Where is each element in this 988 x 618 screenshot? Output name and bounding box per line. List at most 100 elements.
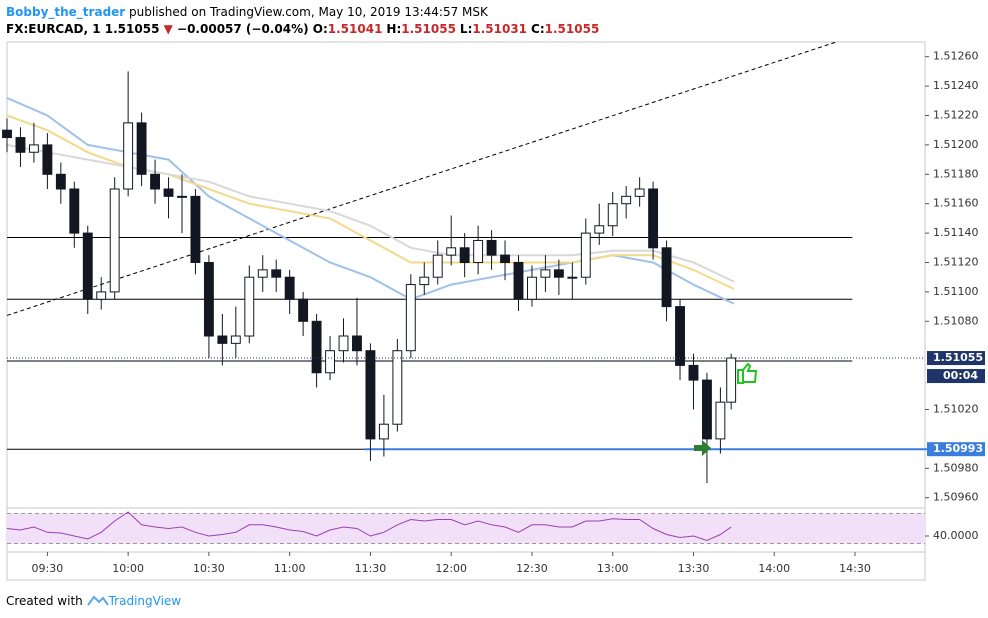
- candle-body: [338, 335, 349, 352]
- price-label: 1.51055: [933, 351, 983, 364]
- candle-body: [580, 232, 591, 278]
- y-tick-label: 1.51220: [933, 109, 979, 122]
- frame: [6, 41, 926, 581]
- candle-body: [42, 144, 53, 175]
- candle-body: [715, 401, 726, 440]
- candle-body: [177, 195, 187, 198]
- candle-body: [325, 350, 335, 374]
- candle-body: [28, 144, 39, 153]
- candle-body: [513, 262, 524, 300]
- ohlc-value: 1.51055: [401, 22, 456, 36]
- candle-body: [109, 188, 120, 293]
- candle-body: [675, 306, 685, 366]
- candle-body: [217, 335, 228, 344]
- candle-body: [352, 335, 362, 352]
- candle-body: [486, 239, 497, 256]
- candle-body: [553, 269, 564, 278]
- candle-body: [648, 188, 659, 249]
- x-tick-label: 10:30: [193, 562, 225, 575]
- y-tick-label: 1.51180: [933, 167, 979, 180]
- candle-body: [365, 350, 376, 440]
- y-tick-label: 1.51160: [933, 197, 979, 210]
- candle-body: [69, 188, 80, 234]
- thumbs-up: [737, 362, 758, 384]
- candle-body: [527, 276, 537, 300]
- symbol-line: FX:EURCAD, 1 1.51055 ▼ −0.00057 (−0.04%)…: [6, 22, 603, 36]
- price-label: 1.50993: [933, 442, 983, 455]
- candle-body: [257, 269, 268, 278]
- price: 1.51055: [104, 22, 160, 36]
- candle-body: [726, 357, 737, 403]
- y-tick-label: 1.50960: [933, 491, 979, 504]
- x-tick-label: 11:30: [355, 562, 387, 575]
- change: −0.00057 (−0.04%): [177, 22, 309, 36]
- candle-body: [432, 254, 443, 278]
- y-tick-label: 1.51200: [933, 138, 979, 151]
- candle-body: [298, 298, 309, 322]
- countdown-box: [927, 369, 985, 384]
- candle-body: [55, 173, 66, 190]
- x-tick-label: 14:30: [839, 562, 871, 575]
- candle-body: [688, 364, 699, 381]
- ohlc-label: O:: [312, 22, 328, 36]
- y-tick-label: 1.51080: [933, 314, 979, 327]
- header-line: Bobby_the_trader published on TradingVie…: [6, 5, 488, 19]
- y-tick-label: 1.51120: [933, 256, 979, 269]
- x-tick-label: 11:00: [274, 562, 306, 575]
- arrow: ▼: [163, 22, 173, 36]
- y-tick-label: 1.51100: [933, 285, 979, 298]
- candle-body: [15, 137, 26, 153]
- ohlc-label: C:: [531, 22, 545, 36]
- ohlc-value: 1.51031: [472, 22, 528, 36]
- candle-body: [82, 232, 93, 300]
- x-tick-label: 14:00: [758, 562, 790, 575]
- x-tick-label: 12:00: [435, 562, 467, 575]
- candle-body: [594, 225, 605, 234]
- candle-body: [392, 350, 403, 425]
- candle-body: [203, 262, 214, 337]
- brand[interactable]: TradingView: [108, 594, 182, 608]
- candle-body: [701, 379, 712, 440]
- rsi-line: [6, 511, 732, 542]
- candle-body: [311, 320, 322, 374]
- footer: Created with TradingView: [6, 593, 181, 608]
- ohlc: O:1.51041 H:1.51055 L:1.51031 C:1.51055: [313, 22, 604, 36]
- countdown: 00:04: [943, 369, 978, 382]
- y-tick-label: 1.51140: [933, 226, 979, 239]
- candle-body: [190, 195, 201, 264]
- published: published on TradingView.com, May 10, 20…: [129, 5, 488, 19]
- rsi-band-fill: [7, 513, 925, 544]
- candle-body: [540, 269, 551, 278]
- candle-body: [2, 129, 12, 139]
- candle-body: [459, 247, 470, 264]
- x-tick-label: 10:00: [112, 562, 144, 575]
- ohlc-value: 1.51041: [327, 22, 383, 36]
- x-tick-label: 12:30: [516, 562, 548, 575]
- candle-body: [661, 247, 672, 308]
- candle-body: [284, 276, 295, 300]
- candle-body: [500, 254, 510, 264]
- candle-body: [567, 276, 578, 279]
- trend-line: [6, 41, 837, 316]
- y-tick-label: 1.51020: [933, 403, 979, 416]
- symbol: FX:EURCAD, 1: [6, 22, 101, 36]
- rsi-tick-label: 40.0000: [933, 529, 979, 542]
- candle-body: [136, 122, 147, 175]
- ohlc-value: 1.51055: [544, 22, 600, 36]
- candle-body: [473, 239, 484, 264]
- candle-body: [419, 276, 430, 286]
- candle-body: [607, 203, 618, 227]
- logo: [86, 595, 109, 606]
- y-tick-label: 1.50980: [933, 461, 979, 474]
- candle-body: [271, 269, 282, 278]
- candle-body: [244, 276, 255, 337]
- candle-body: [150, 173, 161, 190]
- created: Created with: [6, 594, 83, 608]
- candle-body: [446, 247, 457, 256]
- author[interactable]: Bobby_the_trader: [6, 5, 126, 19]
- y-tick-label: 1.51260: [933, 50, 979, 63]
- candle-body: [405, 284, 416, 352]
- x-tick-label: 09:30: [32, 562, 64, 575]
